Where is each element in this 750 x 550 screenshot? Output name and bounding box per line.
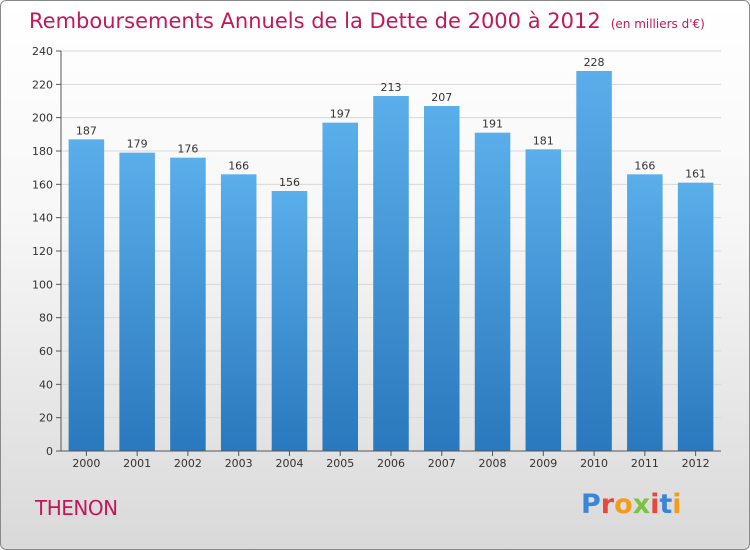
x-tick-label: 2003 <box>225 457 253 470</box>
value-label: 191 <box>482 118 503 131</box>
x-tick-label: 2008 <box>479 457 507 470</box>
bar-2012[interactable] <box>677 182 714 451</box>
y-tick-label: 0 <box>46 445 53 458</box>
logo-letter: P <box>581 489 601 520</box>
logo-letter: i <box>672 489 682 520</box>
bar-2007[interactable] <box>424 106 460 451</box>
y-tick-label: 100 <box>32 278 53 291</box>
bar-2000[interactable] <box>68 139 105 452</box>
value-label: 166 <box>634 159 655 172</box>
x-tick-label: 2011 <box>631 457 659 470</box>
value-label: 156 <box>279 176 300 189</box>
x-tick-label: 2000 <box>72 457 100 470</box>
bar-2008[interactable] <box>474 132 511 451</box>
x-tick-label: 2010 <box>580 457 608 470</box>
bar-2009[interactable] <box>525 149 562 452</box>
value-label: 166 <box>228 159 249 172</box>
bar-2001[interactable] <box>119 152 155 451</box>
y-tick-label: 220 <box>32 78 53 91</box>
bar-2006[interactable] <box>373 96 409 451</box>
value-label: 187 <box>76 124 97 137</box>
logo-letter: t <box>659 489 673 520</box>
y-tick-label: 120 <box>32 245 53 258</box>
bar-2002[interactable] <box>170 157 206 451</box>
value-label: 197 <box>330 108 351 121</box>
bar-2010[interactable] <box>576 71 612 451</box>
x-tick-label: 2009 <box>529 457 557 470</box>
x-tick-label: 2012 <box>682 457 710 470</box>
y-tick-label: 200 <box>32 112 53 125</box>
logo-letter: i <box>650 489 660 520</box>
axes <box>56 50 721 456</box>
bar-2011[interactable] <box>627 174 663 452</box>
value-label: 207 <box>431 91 452 104</box>
y-tick-label: 60 <box>39 345 53 358</box>
logo-letter: o <box>614 489 633 520</box>
y-tick-label: 80 <box>39 312 53 325</box>
bar-2005[interactable] <box>322 122 358 452</box>
bar-2003[interactable] <box>220 174 257 452</box>
y-tick-label: 20 <box>39 412 53 425</box>
x-tick-label: 2001 <box>123 457 151 470</box>
x-tick-label: 2004 <box>275 457 303 470</box>
value-label: 228 <box>584 56 605 69</box>
logo-letter: x <box>632 489 651 520</box>
bars <box>68 71 714 452</box>
bar-2004[interactable] <box>271 191 308 451</box>
x-tick-label: 2002 <box>174 457 202 470</box>
labels: 0 20 40 60 80 100 120 140 160 180 200 220 240 187 2000… <box>32 45 710 470</box>
unit-label: (en milliers d'€) <box>610 17 705 31</box>
logo-letter: r <box>600 489 615 520</box>
chart-title: Remboursements Annuels de la Dette de 20… <box>29 9 705 33</box>
y-tick-label: 240 <box>32 45 53 58</box>
proxiti-logo[interactable]: Proxiti <box>581 489 682 520</box>
value-label: 181 <box>533 134 554 147</box>
value-label: 213 <box>381 81 402 94</box>
x-tick-label: 2006 <box>377 457 405 470</box>
y-tick-label: 180 <box>32 145 53 158</box>
y-tick-label: 140 <box>32 212 53 225</box>
y-tick-label: 40 <box>39 378 53 391</box>
value-label: 179 <box>127 138 148 151</box>
x-tick-label: 2005 <box>326 457 354 470</box>
y-tick-label: 160 <box>32 178 53 191</box>
x-tick-label: 2007 <box>428 457 456 470</box>
commune-name: THENON <box>35 496 118 520</box>
chart-title-text: Remboursements Annuels de la Dette de 20… <box>29 9 601 33</box>
value-label: 176 <box>177 143 198 156</box>
value-label: 161 <box>685 168 706 181</box>
